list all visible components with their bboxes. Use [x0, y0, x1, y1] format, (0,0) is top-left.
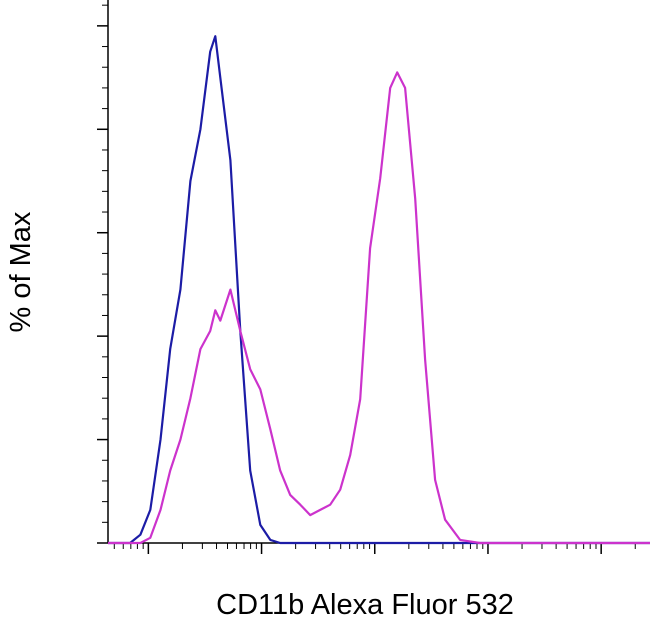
y-axis-label: % of Max — [5, 211, 37, 332]
x-axis-label: CD11b Alexa Fluor 532 — [216, 589, 514, 621]
histogram-line — [108, 35, 650, 545]
histogram-line — [108, 71, 650, 545]
